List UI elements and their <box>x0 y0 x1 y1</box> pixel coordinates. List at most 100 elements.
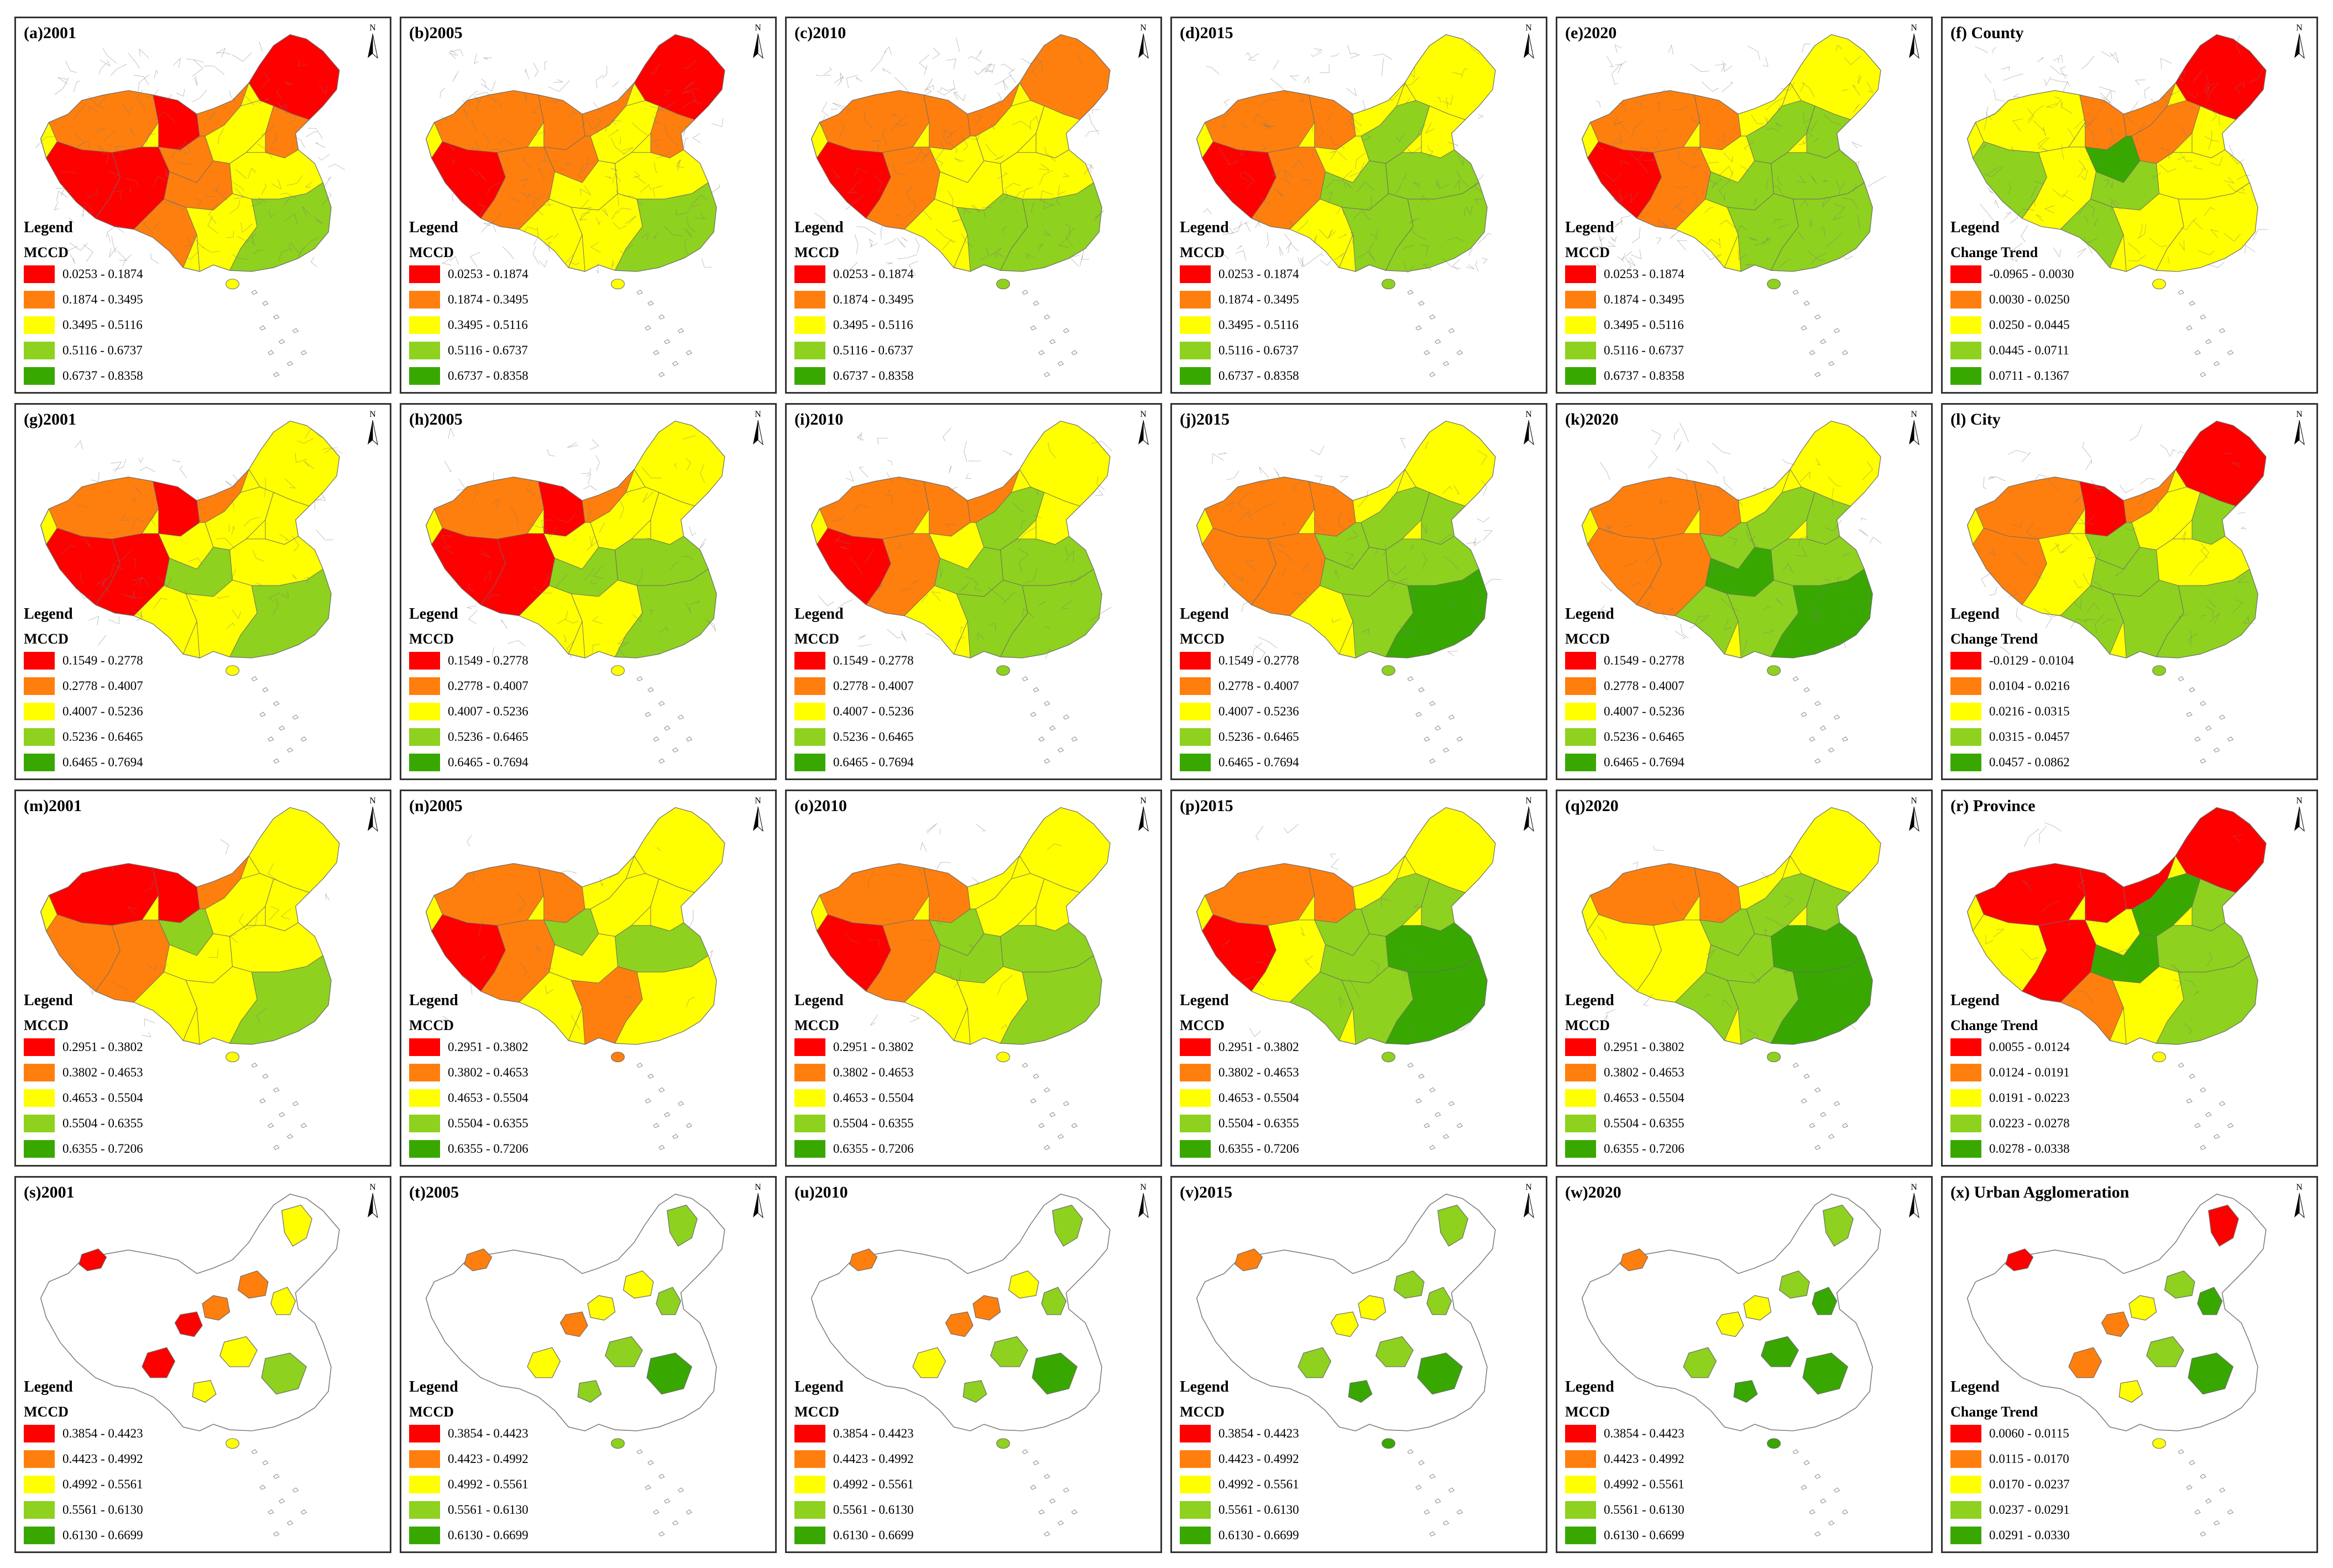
legend-item: 0.6737 - 0.8358 <box>794 363 914 389</box>
legend-item: 0.3495 - 0.5116 <box>409 312 529 338</box>
region-polygon <box>819 863 930 926</box>
legend-subtitle: MCCD <box>1565 1017 1610 1033</box>
legend-swatch <box>1565 367 1596 385</box>
agglomeration-region <box>912 1347 946 1378</box>
legend-range-label: 0.0253 - 0.1874 <box>833 267 914 281</box>
legend-item: 0.4007 - 0.5236 <box>24 699 143 724</box>
region-polygon <box>1770 182 1873 272</box>
island-fragment <box>658 758 665 764</box>
legend-swatch <box>1180 342 1211 359</box>
north-arrow-icon: N <box>753 410 763 446</box>
legend-swatch <box>24 1115 55 1132</box>
panel-title: (x) Urban Agglomeration <box>1950 1183 2130 1201</box>
hainan-island <box>611 665 625 676</box>
island-fragment <box>645 712 651 717</box>
legend-range-label: 0.3495 - 0.5116 <box>62 318 143 332</box>
island-fragment <box>286 1133 294 1140</box>
north-arrow-shape <box>1138 1193 1143 1217</box>
island-fragment <box>1057 747 1064 753</box>
agglomeration-region <box>1393 1270 1425 1299</box>
panel-title: (n)2005 <box>409 797 463 815</box>
legend-swatch <box>24 677 55 695</box>
island-fragment <box>2227 350 2234 356</box>
island-fragment <box>672 1520 679 1526</box>
legend-range-label: 0.1549 - 0.2778 <box>1604 654 1685 667</box>
legend-swatch <box>794 1527 825 1544</box>
legend-item: 0.2778 - 0.4007 <box>1565 673 1685 699</box>
legend-range-label: 0.4423 - 0.4992 <box>1218 1452 1299 1466</box>
north-label: N <box>1140 410 1147 419</box>
legend-swatch <box>794 1501 825 1519</box>
agglomeration-region <box>1330 1311 1359 1337</box>
island-fragment <box>273 1144 280 1150</box>
island-fragment <box>2213 747 2220 753</box>
north-arrow-shape <box>1528 1193 1534 1219</box>
legend-range-label: 0.6737 - 0.8358 <box>448 369 529 383</box>
panel-title: (e)2020 <box>1565 24 1617 42</box>
island-fragment <box>259 1485 266 1490</box>
region-polygon <box>48 863 159 926</box>
legend-swatch <box>1565 1476 1596 1493</box>
legend-swatch <box>409 677 440 695</box>
island-fragment <box>2186 325 2193 331</box>
north-arrow-shape <box>757 1193 763 1219</box>
legend-subtitle: MCCD <box>794 244 839 260</box>
island-fragment <box>653 736 660 742</box>
legend-swatch <box>409 703 440 720</box>
island-fragment <box>1418 687 1425 692</box>
agglomeration-region <box>945 1311 974 1337</box>
island-fragment <box>273 1531 280 1536</box>
island-fragment <box>2219 714 2226 720</box>
island-fragment <box>1057 1133 1064 1140</box>
legend-swatch <box>1565 1527 1596 1544</box>
island-fragment <box>1792 1449 1799 1455</box>
legend-swatch <box>409 1115 440 1132</box>
region-polygon <box>433 90 545 153</box>
north-arrow-shape <box>2299 420 2305 446</box>
island-fragment <box>1407 289 1414 295</box>
island-fragment <box>1803 300 1810 306</box>
legend-range-label: 0.5561 - 0.6130 <box>62 1503 143 1517</box>
legend-item: 0.1549 - 0.2778 <box>794 648 914 673</box>
legend-swatch <box>794 367 825 385</box>
island-fragment <box>292 328 299 333</box>
legend-swatch <box>1180 1476 1211 1493</box>
island-fragment <box>1424 350 1430 356</box>
island-fragment <box>1828 1520 1835 1526</box>
north-arrow-icon: N <box>1138 23 1149 59</box>
island-fragment <box>636 676 643 682</box>
legend-swatch <box>1180 1450 1211 1468</box>
legend-range-label: 0.5504 - 0.6355 <box>448 1116 529 1130</box>
legend-range-label: 0.3802 - 0.4653 <box>1218 1065 1299 1079</box>
north-label: N <box>755 1183 761 1192</box>
agglomeration-region <box>1812 1287 1838 1315</box>
choropleth-map <box>1966 34 2269 377</box>
agglomeration-region <box>202 1295 231 1321</box>
island-fragment <box>1833 328 1840 333</box>
island-fragment <box>2189 1460 2195 1465</box>
island-fragment <box>1456 736 1463 742</box>
legend-swatch <box>409 1089 440 1107</box>
legend-subtitle: MCCD <box>24 244 69 260</box>
figure-grid: (a)2001 N Legend MCCD 0.0253 - 0.1874 0.1874 … <box>14 17 2318 1554</box>
legend-swatch <box>794 652 825 670</box>
north-arrow-shape <box>1143 806 1149 832</box>
legend-item: 0.4007 - 0.5236 <box>409 699 529 724</box>
legend-range-label: 0.3854 - 0.4423 <box>62 1426 143 1440</box>
legend-range-label: 0.6355 - 0.7206 <box>833 1142 914 1156</box>
north-arrow-icon: N <box>1524 1183 1534 1219</box>
choropleth-map <box>1196 807 1496 1150</box>
legend-subtitle: MCCD <box>24 631 69 647</box>
hainan-island <box>226 279 239 290</box>
legend-item: 0.3802 - 0.4653 <box>409 1060 529 1085</box>
legend-range-label: 0.5236 - 0.6465 <box>833 730 914 744</box>
island-fragment <box>262 300 269 306</box>
map-legend: Legend MCCD 0.2951 - 0.3802 0.3802 - 0.4653… <box>794 991 914 1162</box>
north-label: N <box>1525 23 1532 33</box>
legend-swatch <box>409 291 440 309</box>
legend-item: 0.3495 - 0.5116 <box>24 312 143 338</box>
legend-item: 0.1874 - 0.3495 <box>794 287 914 312</box>
island-fragment <box>636 1062 643 1068</box>
legend-swatch <box>409 1064 440 1081</box>
agglomeration-region <box>2118 1380 2143 1403</box>
